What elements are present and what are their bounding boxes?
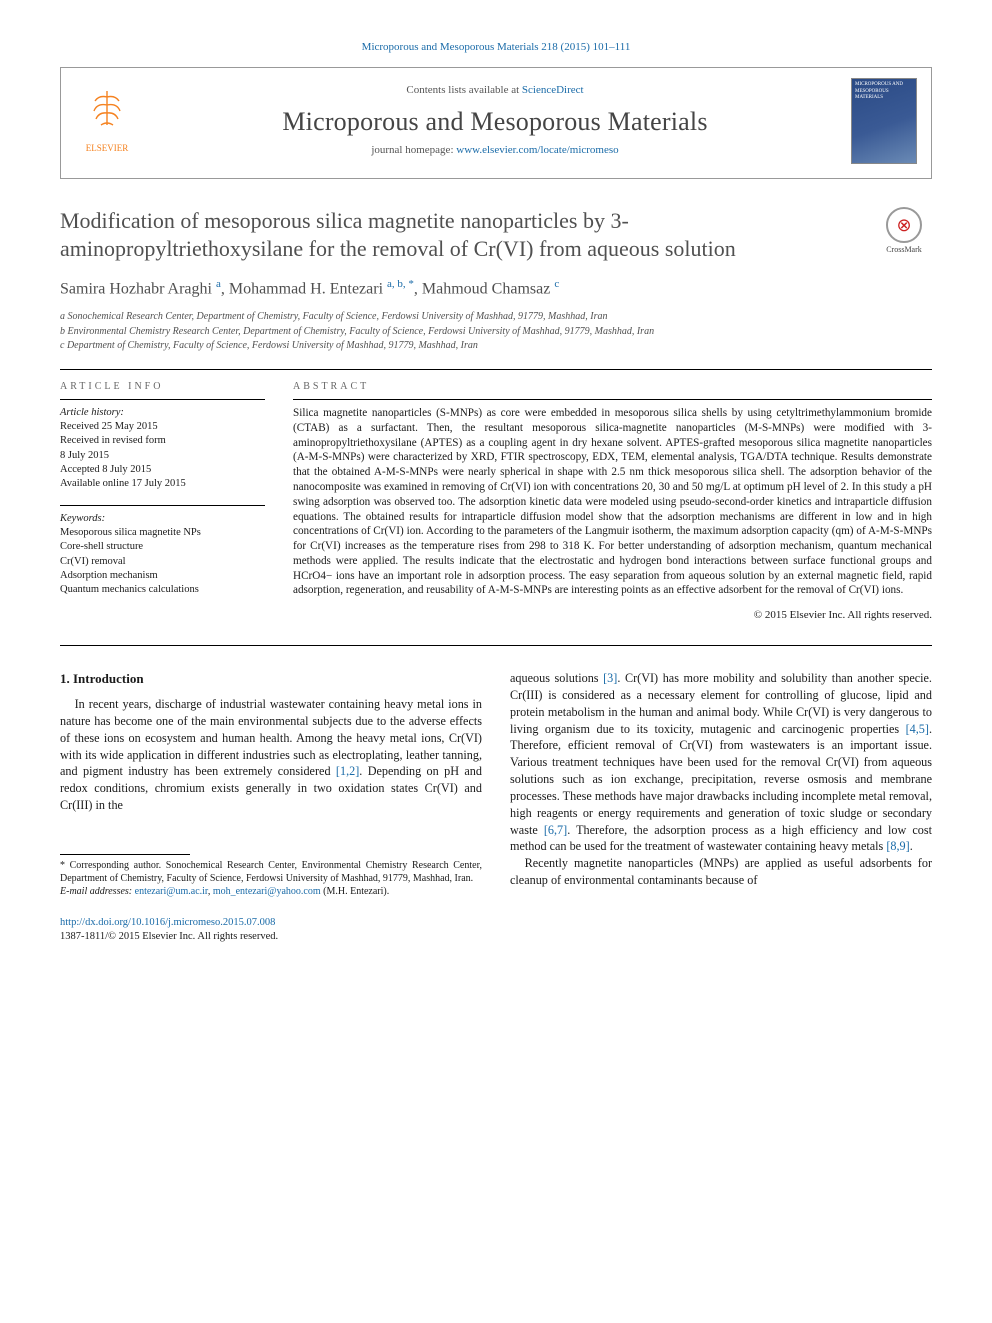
journal-cover-thumbnail: MICROPOROUS AND MESOPOROUS MATERIALS xyxy=(851,78,917,164)
article-history: Article history: Received 25 May 2015 Re… xyxy=(60,406,265,491)
keywords: Keywords: Mesoporous silica magnetite NP… xyxy=(60,512,265,597)
history-line: Accepted 8 July 2015 xyxy=(60,463,265,477)
elsevier-label: ELSEVIER xyxy=(86,142,129,154)
ref-link[interactable]: [6,7] xyxy=(544,823,567,837)
paragraph: Recently magnetite nanoparticles (MNPs) … xyxy=(510,855,932,889)
article-info-label: ARTICLE INFO xyxy=(60,380,265,394)
homepage-line: journal homepage: www.elsevier.com/locat… xyxy=(153,143,837,158)
history-line: 8 July 2015 xyxy=(60,449,265,463)
ref-link[interactable]: [4,5] xyxy=(906,722,929,736)
keyword: Core-shell structure xyxy=(60,540,265,554)
abstract-text: Silica magnetite nanoparticles (S-MNPs) … xyxy=(293,406,932,598)
email-line: E-mail addresses: entezari@um.ac.ir, moh… xyxy=(60,885,482,898)
keyword: Adsorption mechanism xyxy=(60,569,265,583)
article-info-column: ARTICLE INFO Article history: Received 2… xyxy=(60,380,265,624)
email-link[interactable]: entezari@um.ac.ir xyxy=(135,886,208,897)
footnotes: * Corresponding author. Sonochemical Res… xyxy=(60,859,482,898)
abstract-column: ABSTRACT Silica magnetite nanoparticles … xyxy=(293,380,932,624)
article-title: Modification of mesoporous silica magnet… xyxy=(60,207,860,263)
paragraph: aqueous solutions [3]. Cr(VI) has more m… xyxy=(510,670,932,855)
corresponding-author-note: * Corresponding author. Sonochemical Res… xyxy=(60,859,482,885)
affiliation: a Sonochemical Research Center, Departme… xyxy=(60,310,932,324)
affiliations: a Sonochemical Research Center, Departme… xyxy=(60,310,932,353)
text-run: (M.H. Entezari). xyxy=(321,886,390,897)
ref-link[interactable]: [1,2] xyxy=(336,764,359,778)
text-run: aqueous solutions xyxy=(510,671,603,685)
journal-header: ELSEVIER Contents lists available at Sci… xyxy=(60,67,932,179)
history-line: Received in revised form xyxy=(60,434,265,448)
paragraph: In recent years, discharge of industrial… xyxy=(60,696,482,814)
affiliation: c Department of Chemistry, Faculty of Sc… xyxy=(60,339,932,353)
homepage-link[interactable]: www.elsevier.com/locate/micromeso xyxy=(456,144,618,156)
sciencedirect-link[interactable]: ScienceDirect xyxy=(522,84,584,96)
footnote-separator xyxy=(60,854,190,855)
authors-line: Samira Hozhabr Araghi a, Mohammad H. Ent… xyxy=(60,277,932,300)
body-column-right: aqueous solutions [3]. Cr(VI) has more m… xyxy=(510,670,932,945)
abstract-label: ABSTRACT xyxy=(293,380,932,394)
history-label: Article history: xyxy=(60,406,265,420)
keyword: Quantum mechanics calculations xyxy=(60,583,265,597)
doi-link[interactable]: http://dx.doi.org/10.1016/j.micromeso.20… xyxy=(60,917,275,928)
footer-block: http://dx.doi.org/10.1016/j.micromeso.20… xyxy=(60,916,482,945)
history-line: Available online 17 July 2015 xyxy=(60,477,265,491)
crossmark-icon: ⊗ xyxy=(886,207,922,243)
elsevier-tree-icon xyxy=(87,87,127,142)
keyword: Mesoporous silica magnetite NPs xyxy=(60,526,265,540)
ref-link[interactable]: [3] xyxy=(603,671,617,685)
homepage-prefix: journal homepage: xyxy=(371,144,456,156)
text-run: . Therefore, the adsorption process as a… xyxy=(510,823,932,854)
issn-copyright: 1387-1811/© 2015 Elsevier Inc. All right… xyxy=(60,930,482,944)
affiliation: b Environmental Chemistry Research Cente… xyxy=(60,325,932,339)
contents-line: Contents lists available at ScienceDirec… xyxy=(153,83,837,98)
crossmark-badge[interactable]: ⊗ CrossMark xyxy=(876,207,932,256)
keywords-label: Keywords: xyxy=(60,512,265,526)
keyword: Cr(VI) removal xyxy=(60,555,265,569)
crossmark-label: CrossMark xyxy=(886,245,922,256)
text-run: . Therefore, efficient removal of Cr(VI)… xyxy=(510,722,932,837)
email-link[interactable]: moh_entezari@yahoo.com xyxy=(213,886,321,897)
section-heading: 1. Introduction xyxy=(60,670,482,688)
body-column-left: 1. Introduction In recent years, dischar… xyxy=(60,670,482,945)
text-run: . xyxy=(910,839,913,853)
citation: Microporous and Mesoporous Materials 218… xyxy=(60,40,932,55)
abstract-copyright: © 2015 Elsevier Inc. All rights reserved… xyxy=(293,608,932,623)
journal-name: Microporous and Mesoporous Materials xyxy=(153,104,837,139)
history-line: Received 25 May 2015 xyxy=(60,420,265,434)
header-center: Contents lists available at ScienceDirec… xyxy=(153,83,837,158)
contents-prefix: Contents lists available at xyxy=(406,84,521,96)
body-columns: 1. Introduction In recent years, dischar… xyxy=(60,670,932,945)
elsevier-logo: ELSEVIER xyxy=(75,85,139,157)
email-label: E-mail addresses: xyxy=(60,886,135,897)
ref-link[interactable]: [8,9] xyxy=(886,839,909,853)
